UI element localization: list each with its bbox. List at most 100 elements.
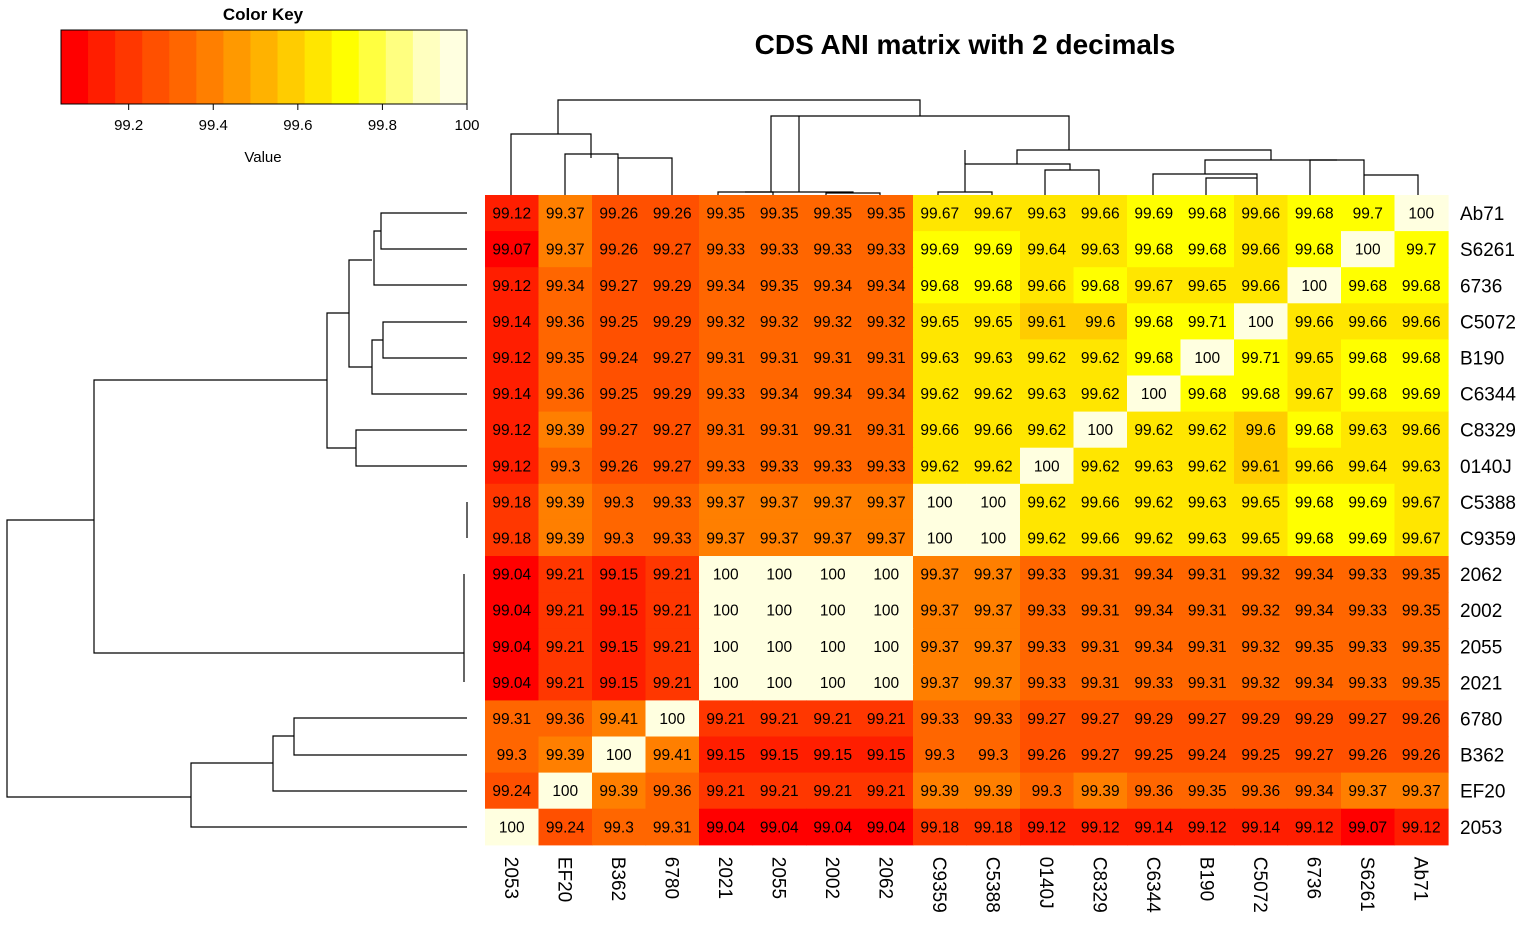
heatmap-cell xyxy=(1341,447,1396,485)
cell-value-label: 99.35 xyxy=(546,350,585,367)
cell-value-label: 100 xyxy=(1301,278,1327,295)
cell-value-label: 99.18 xyxy=(974,819,1013,836)
heatmap-cell xyxy=(592,736,647,774)
heatmap-cell xyxy=(913,339,968,377)
heatmap-cell xyxy=(1180,375,1235,413)
heatmap-cell xyxy=(1020,628,1075,665)
column-label: 6780 xyxy=(660,857,681,899)
cell-value-label: 99.33 xyxy=(760,458,799,475)
cell-value-label: 99.37 xyxy=(706,530,745,547)
cell-value-label: 99.26 xyxy=(599,458,638,475)
heatmap-cell xyxy=(913,195,968,232)
cell-value-label: 99.27 xyxy=(599,422,638,439)
heatmap-cell xyxy=(699,556,754,593)
column-label: C8329 xyxy=(1088,857,1109,913)
heatmap-cell xyxy=(913,592,968,629)
heatmap-cell xyxy=(859,447,914,485)
heatmap-cell xyxy=(645,303,700,340)
cell-value-label: 99.7 xyxy=(1353,206,1383,223)
color-key-band xyxy=(412,30,441,104)
heatmap-cell xyxy=(592,267,647,304)
heatmap-cell xyxy=(1020,556,1075,593)
heatmap-cell xyxy=(1020,664,1075,701)
dendrogram-branch xyxy=(745,191,854,193)
cell-value-label: 100 xyxy=(873,675,899,692)
heatmap-cell xyxy=(1180,736,1235,774)
heatmap-cell xyxy=(1127,808,1182,846)
heatmap-cell xyxy=(913,375,968,413)
heatmap-cell xyxy=(806,267,861,304)
cell-value-label: 99.68 xyxy=(1295,242,1334,259)
cell-value-label: 99.31 xyxy=(867,350,906,367)
heatmap-cell xyxy=(699,592,754,629)
heatmap-cell xyxy=(1394,519,1449,557)
heatmap-cell xyxy=(645,808,700,846)
heatmap-cell xyxy=(592,628,647,665)
cell-value-label: 99.39 xyxy=(546,494,585,511)
cell-value-label: 99.66 xyxy=(1081,494,1120,511)
cell-value-label: 99.62 xyxy=(1027,530,1066,547)
heatmap-cell xyxy=(1127,700,1182,738)
column-label: C5072 xyxy=(1249,857,1270,913)
heatmap-cell xyxy=(806,447,861,485)
heatmap-cell xyxy=(485,483,540,521)
dendrogram-branch xyxy=(371,339,467,395)
column-label: 2055 xyxy=(767,857,788,899)
heatmap-cell xyxy=(1287,519,1342,557)
cell-value-label: 99.39 xyxy=(546,530,585,547)
cell-value-label: 99.36 xyxy=(1134,783,1173,800)
cell-value-label: 99.26 xyxy=(1402,711,1441,728)
heatmap-cell xyxy=(806,700,861,738)
cell-value-label: 99.12 xyxy=(1081,819,1120,836)
heatmap-cell xyxy=(1341,483,1396,521)
cell-value-label: 99.69 xyxy=(974,242,1013,259)
cell-value-label: 99.29 xyxy=(653,386,692,403)
heatmap-cell xyxy=(1073,447,1128,485)
heatmap-cell xyxy=(1234,303,1289,340)
heatmap-cell xyxy=(1020,447,1075,485)
heatmap-cell xyxy=(1180,772,1235,810)
heatmap-cell xyxy=(538,375,593,413)
color-key-band xyxy=(196,30,224,104)
cell-value-label: 99.3 xyxy=(550,458,580,475)
cell-value-label: 99.37 xyxy=(813,530,852,547)
heatmap-cell xyxy=(1180,339,1235,377)
heatmap-cell xyxy=(592,339,647,377)
cell-value-label: 99.62 xyxy=(1027,494,1066,511)
heatmap-cell xyxy=(1287,664,1342,701)
column-label: 2053 xyxy=(500,857,521,899)
heatmap-cell xyxy=(538,411,593,449)
heatmap-cell xyxy=(913,483,968,521)
cell-value-label: 99.27 xyxy=(599,278,638,295)
cell-value-label: 99.04 xyxy=(813,819,852,836)
cell-value-label: 99.62 xyxy=(1027,422,1066,439)
cell-value-label: 100 xyxy=(927,530,953,547)
cell-value-label: 99.33 xyxy=(1348,639,1387,656)
cell-value-label: 99.15 xyxy=(599,675,638,692)
cell-value-label: 100 xyxy=(1408,206,1434,223)
heatmap-cell xyxy=(859,411,914,449)
cell-value-label: 99.12 xyxy=(492,422,531,439)
cell-value-label: 100 xyxy=(1087,422,1113,439)
cell-value-label: 99.32 xyxy=(1241,639,1280,656)
heatmap-cell xyxy=(1180,664,1235,701)
cell-value-label: 99.12 xyxy=(492,458,531,475)
cell-value-label: 99.68 xyxy=(1402,278,1441,295)
cell-value-label: 99.27 xyxy=(653,422,692,439)
cell-value-label: 99.34 xyxy=(867,278,906,295)
cell-value-label: 99.12 xyxy=(492,278,531,295)
cell-value-label: 99.62 xyxy=(920,458,959,475)
heatmap-cell xyxy=(699,267,754,304)
heatmap-cell xyxy=(752,231,807,268)
heatmap-cell xyxy=(806,736,861,774)
heatmap-cell xyxy=(538,231,593,268)
dendrogram-branch xyxy=(825,192,881,195)
cell-value-label: 100 xyxy=(713,639,739,656)
row-label: 2002 xyxy=(1460,601,1502,622)
color-key-xlabel: Value xyxy=(244,149,281,166)
cell-value-label: 100 xyxy=(1034,458,1060,475)
cell-value-label: 99.41 xyxy=(653,747,692,764)
heatmap-cell xyxy=(645,772,700,810)
cell-value-label: 99.6 xyxy=(1246,422,1276,439)
cell-value-label: 99.32 xyxy=(1241,567,1280,584)
